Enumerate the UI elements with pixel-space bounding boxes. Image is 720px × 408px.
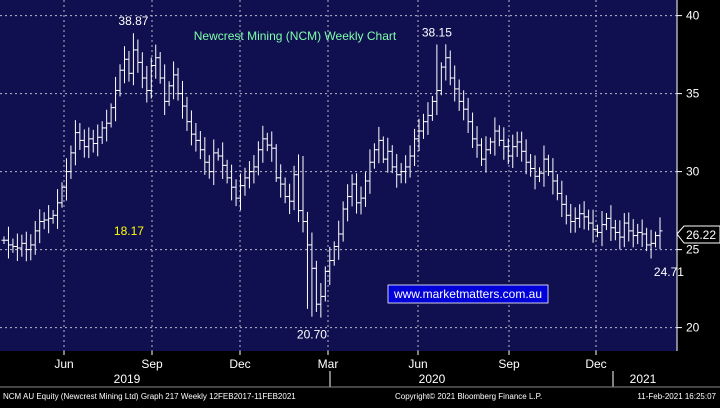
annotation-label: 20.70: [297, 328, 327, 342]
x-tick-label: Jun: [408, 357, 427, 371]
chart-title: Newcrest Mining (NCM) Weekly Chart: [194, 29, 397, 43]
watermark: www.marketmatters.com.au: [387, 284, 549, 304]
x-axis: Jun Sep Dec Mar Jun Sep Dec 2019 2020 2021: [0, 351, 720, 388]
x-axis-band: [0, 351, 677, 387]
footer-center: Copyright© 2021 Bloomberg Finance L.P.: [395, 392, 542, 401]
last-price-label: 26.22: [686, 228, 716, 242]
annotations: 38.87 38.15 18.17 20.70 24.71: [114, 14, 684, 341]
x-tick-label: Dec: [585, 357, 606, 371]
watermark-text: www.marketmatters.com.au: [393, 287, 542, 301]
year-label: 2020: [419, 372, 446, 386]
y-tick-label: 30: [686, 165, 700, 179]
x-tick-label: Dec: [229, 357, 250, 371]
plot-area: [0, 0, 677, 351]
footer-left: NCM AU Equity (Newcrest Mining Ltd) Grap…: [3, 392, 296, 401]
annotation-label: 18.17: [114, 224, 144, 238]
year-label: 2019: [114, 372, 141, 386]
y-tick-label: 40: [686, 9, 700, 23]
year-label: 2021: [630, 372, 657, 386]
x-tick-label: Jun: [54, 357, 73, 371]
y-axis: 20 25 30 35 40: [676, 0, 700, 351]
annotation-label: 38.15: [422, 25, 452, 39]
x-tick-label: Sep: [141, 357, 163, 371]
footer-right: 11-Feb-2021 16:25:07: [637, 392, 716, 401]
annotation-label: 24.71: [654, 265, 684, 279]
gridlines: [0, 0, 677, 351]
ohlc-bar: [657, 217, 663, 250]
x-tick-label: Sep: [498, 357, 520, 371]
y-tick-label: 20: [686, 321, 700, 335]
x-tick-label: Mar: [318, 357, 339, 371]
annotation-label: 38.87: [118, 14, 148, 28]
price-bars: [1, 33, 663, 318]
y-tick-label: 25: [686, 243, 700, 257]
y-tick-label: 35: [686, 87, 700, 101]
last-price-tag: 26.22: [676, 225, 720, 244]
